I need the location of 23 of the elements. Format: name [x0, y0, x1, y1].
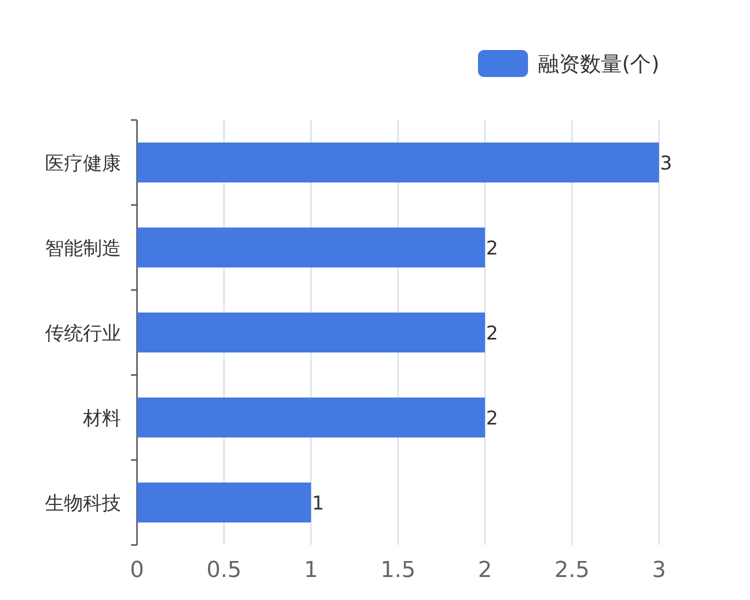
data-label: 2 [486, 408, 498, 430]
y-tick-label: 医疗健康 [45, 152, 121, 174]
x-tick-label: 1.5 [380, 558, 416, 583]
bar [137, 398, 485, 438]
y-tick-label: 材料 [82, 408, 121, 430]
bar [137, 482, 311, 522]
y-tick-label: 传统行业 [45, 322, 121, 344]
x-tick-label: 2.5 [554, 558, 590, 583]
x-tick-label: 2 [478, 558, 492, 583]
x-tick-label: 0.5 [206, 558, 242, 583]
x-tick-label: 1 [304, 558, 318, 583]
y-tick-label: 生物科技 [45, 492, 121, 514]
data-label: 1 [312, 492, 324, 514]
bar [137, 228, 485, 268]
y-tick-label: 智能制造 [45, 238, 121, 260]
legend-label: 融资数量(个) [538, 52, 660, 76]
data-label: 3 [660, 152, 672, 174]
bar [137, 142, 659, 182]
x-tick-label: 3 [652, 558, 666, 583]
bar [137, 312, 485, 352]
data-label: 2 [486, 322, 498, 344]
data-label: 2 [486, 238, 498, 260]
x-tick-label: 0 [130, 558, 144, 583]
